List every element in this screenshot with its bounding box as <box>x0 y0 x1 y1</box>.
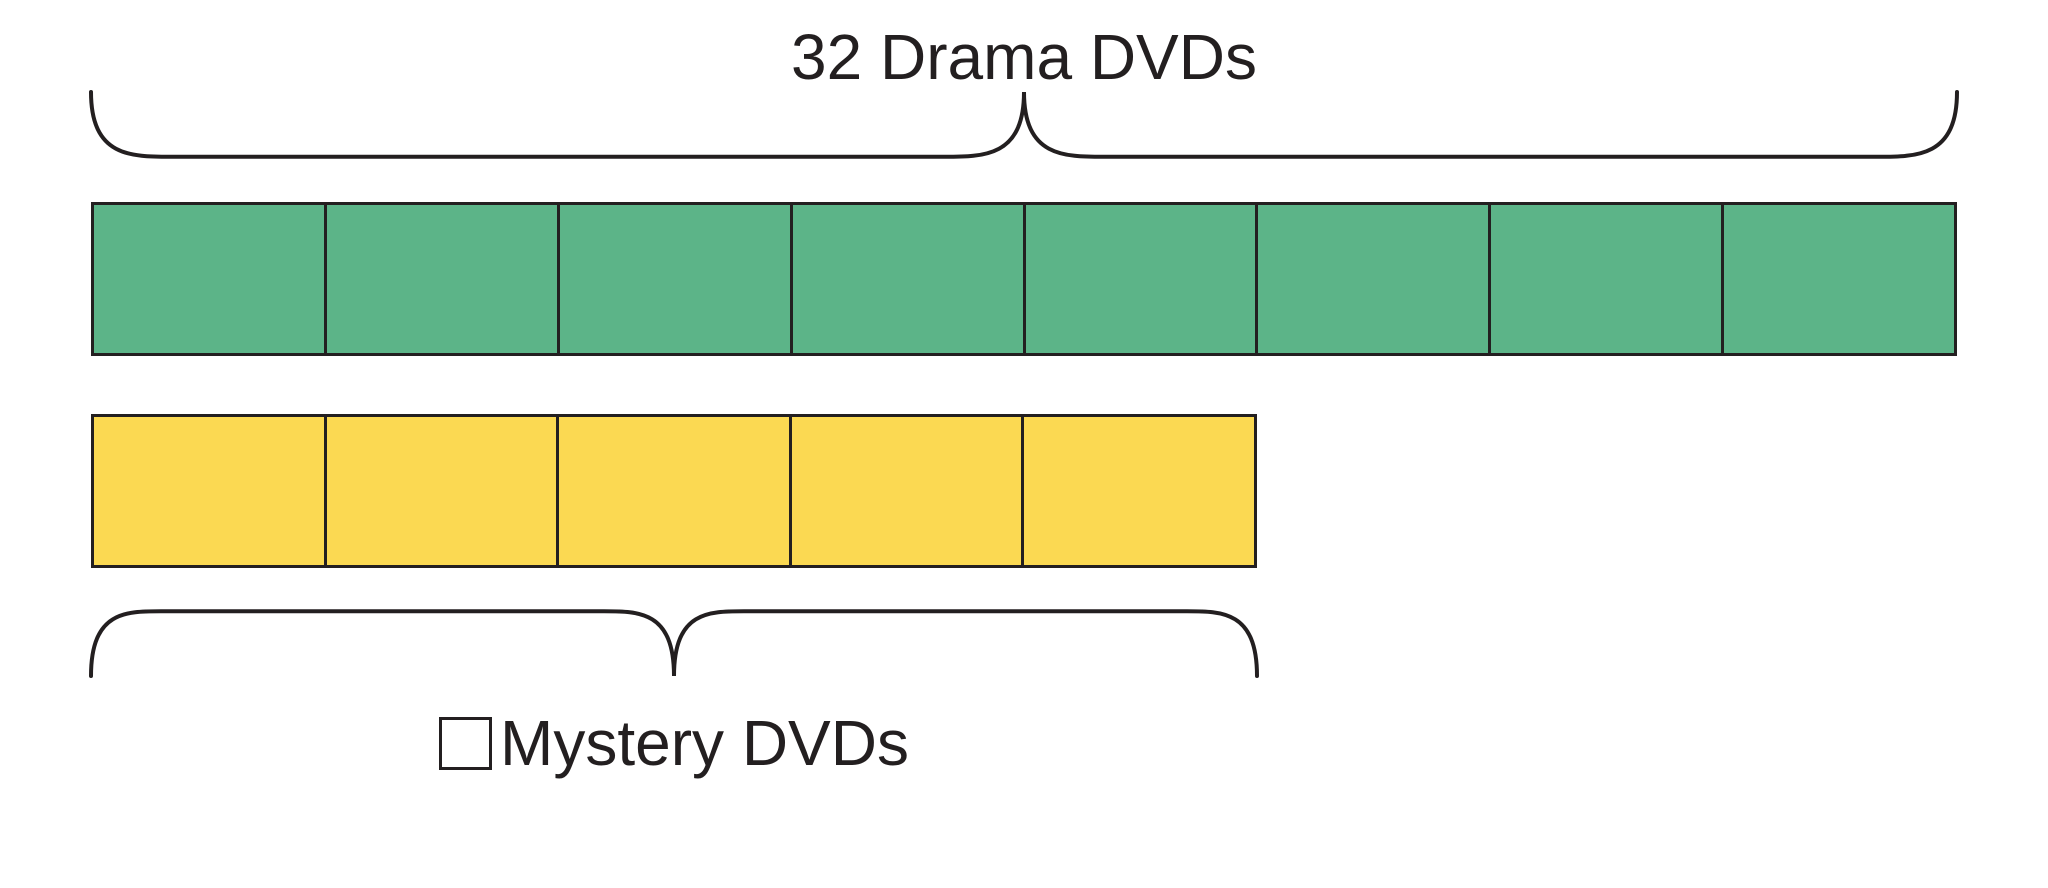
mystery-bar <box>91 414 1257 568</box>
bottom-bar-label-text: Mystery DVDs <box>500 706 909 780</box>
bar2-segment <box>327 417 560 565</box>
bar1-segment <box>793 205 1026 353</box>
bar1-segment <box>1258 205 1491 353</box>
bar1-segment <box>1491 205 1724 353</box>
bottom-bar-label-wrap: Mystery DVDs <box>91 706 1257 780</box>
diagram-container: 32 Drama DVDs Mystery DVDs <box>91 0 1957 888</box>
bar2-segment <box>559 417 792 565</box>
top-brace <box>91 92 1957 164</box>
bar2-segment <box>1024 417 1254 565</box>
bar2-segment <box>94 417 327 565</box>
bar1-segment <box>1724 205 1954 353</box>
top-bar-label: 32 Drama DVDs <box>91 20 1957 94</box>
bar1-segment <box>560 205 793 353</box>
bar1-segment <box>327 205 560 353</box>
top-bar-label-text: 32 Drama DVDs <box>791 21 1257 93</box>
blank-box-icon <box>439 717 492 770</box>
bottom-brace <box>91 604 1257 676</box>
bar2-segment <box>792 417 1025 565</box>
bar1-segment <box>94 205 327 353</box>
drama-bar <box>91 202 1957 356</box>
bar1-segment <box>1026 205 1259 353</box>
